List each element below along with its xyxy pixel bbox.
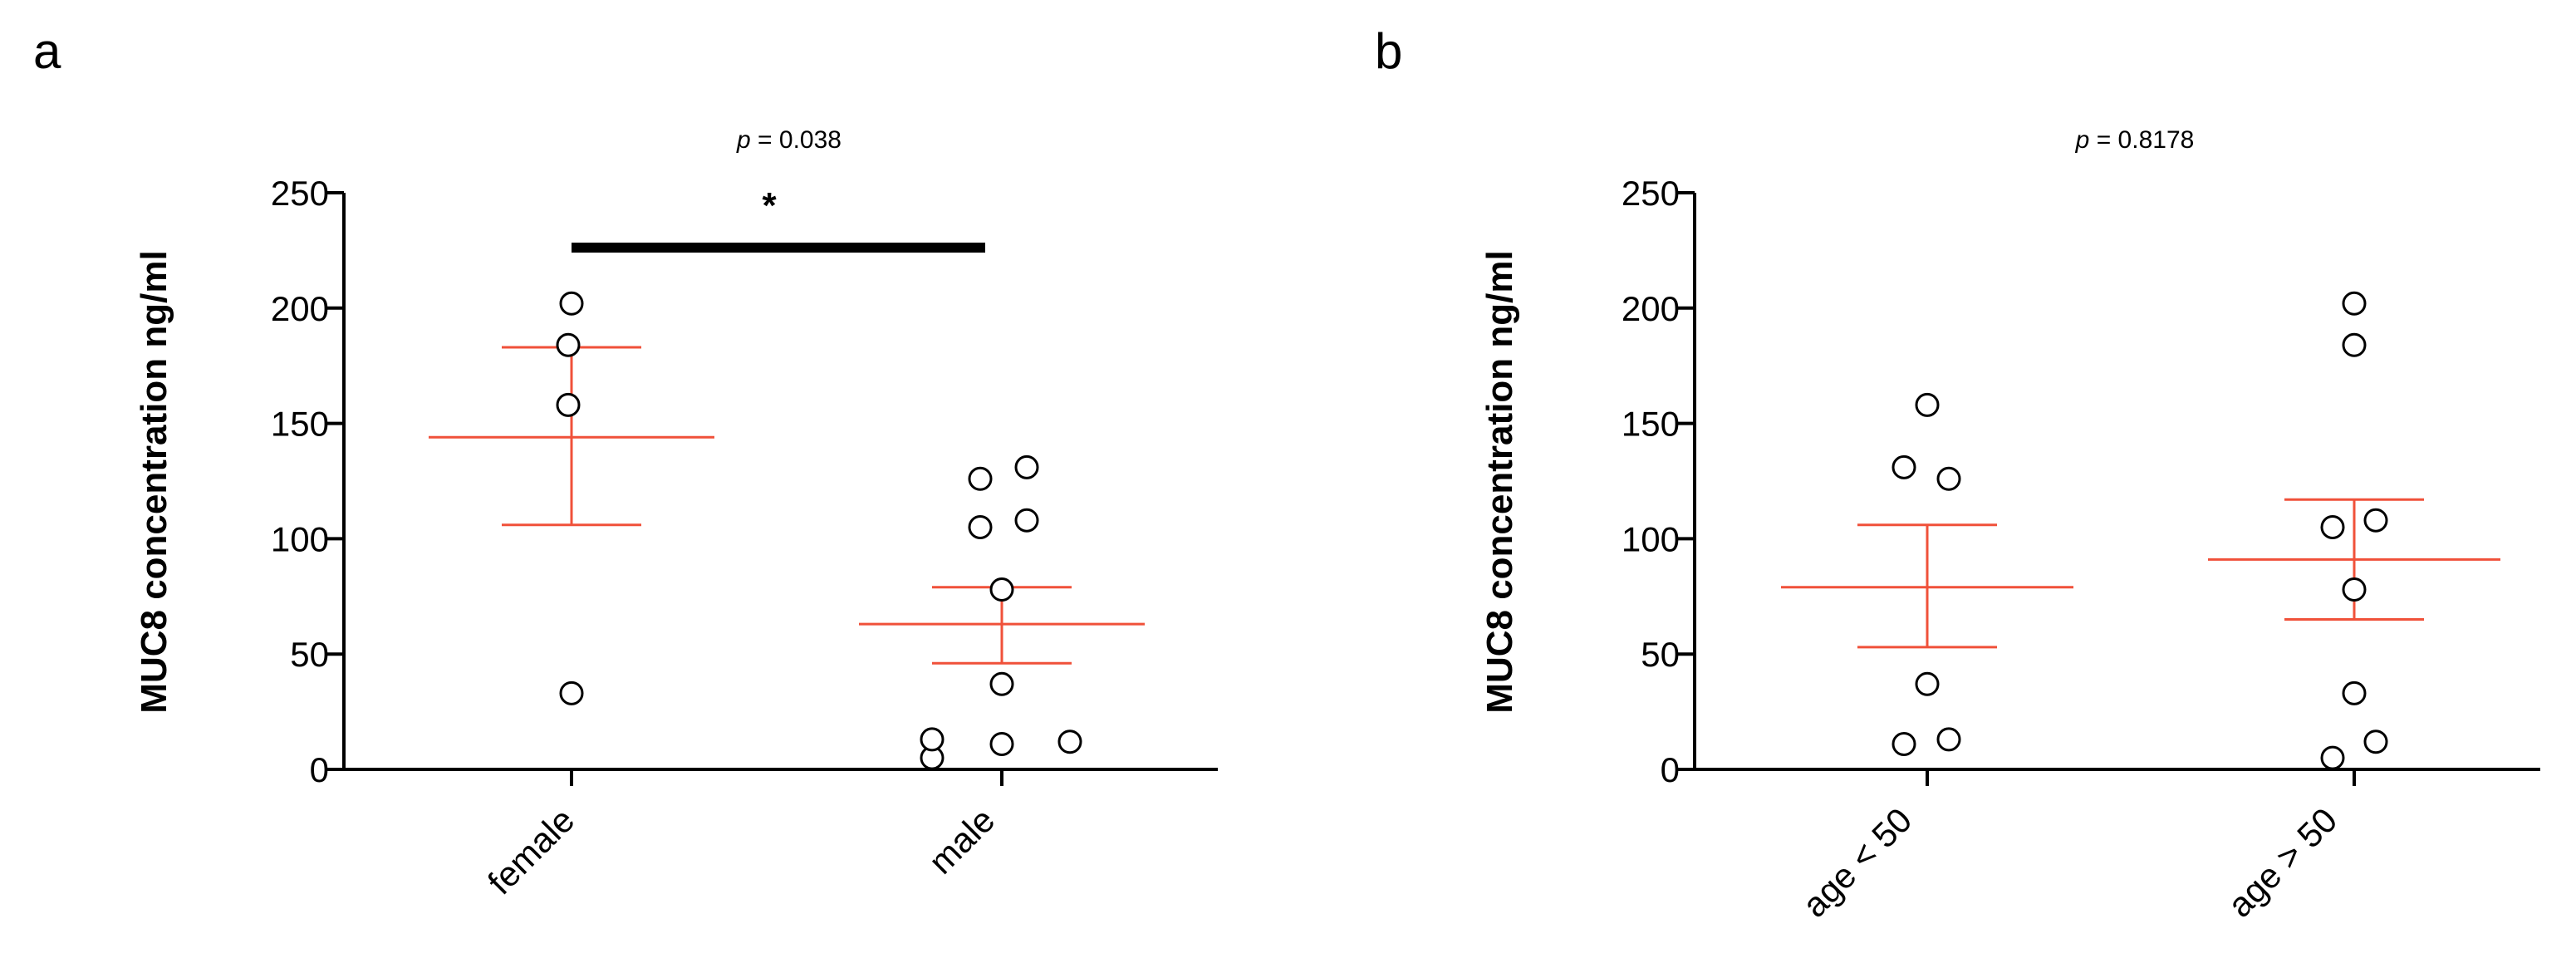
panel-a-category-label-1: female: [480, 800, 581, 902]
panel-b-y-tick-label: 150: [1622, 405, 1680, 444]
panel-a-p-value: p = 0.038: [736, 126, 841, 154]
panel-a-y-tick-label: 100: [271, 519, 329, 558]
panel-a-data-point: [989, 671, 1014, 696]
panel-a-data-point: [556, 332, 581, 357]
panel-a-y-tick-label: 200: [271, 289, 329, 328]
panel-b: b p = 0.8178 MUC8 concentration ng/ml ag…: [1375, 23, 2540, 925]
panel-b-category-label-1: age < 50: [1795, 800, 1920, 925]
panel-a-data-point: [968, 515, 993, 540]
panel-b-letter: b: [1375, 23, 1402, 79]
panel-b-data-point: [2363, 730, 2388, 754]
panel-b-y-axis-label: MUC8 concentration ng/ml: [1479, 250, 1520, 713]
panel-b-data-point: [2342, 680, 2367, 705]
panel-a-plot-area: 0 50 100 150 200 250: [271, 174, 1218, 789]
panel-b-data-point: [1936, 466, 1961, 491]
panel-b-plot-area: 0 50 100 150 200 250: [1622, 174, 2540, 789]
panel-a-data-point: [1014, 454, 1039, 479]
panel-b-category-label-2: age > 50: [2220, 800, 2345, 925]
panel-a-data-point: [1014, 508, 1039, 533]
panel-b-data-point: [1915, 671, 1940, 696]
panel-b-p-value: p = 0.8178: [2075, 126, 2195, 154]
panel-a: a p = 0.038 * MUC8 concentration ng/ml f…: [33, 23, 1218, 902]
panel-a-y-tick-label: 50: [290, 635, 329, 674]
panel-a-data-point: [556, 392, 581, 417]
panel-b-y-tick-label: 0: [1661, 750, 1680, 789]
panel-a-data-point: [989, 731, 1014, 756]
significance-star: *: [762, 185, 777, 226]
panel-a-data-point: [1057, 730, 1082, 754]
panel-a-data-point: [989, 577, 1014, 602]
panel-b-data-point: [2320, 745, 2345, 770]
panel-b-data-point: [2342, 577, 2367, 602]
panel-b-data-point: [2363, 508, 2388, 533]
panel-b-data-point: [1936, 727, 1961, 752]
panel-a-data-point: [920, 727, 945, 752]
panel-a-data-point: [968, 466, 993, 491]
panel-b-y-tick-label: 100: [1622, 519, 1680, 558]
panel-b-data-point: [1892, 731, 1916, 756]
panel-b-data-point: [1915, 392, 1940, 417]
panel-b-data-point: [2342, 291, 2367, 316]
panel-a-data-point: [559, 680, 584, 705]
panel-a-y-tick-label: 0: [310, 750, 329, 789]
panel-a-y-tick-label: 150: [271, 405, 329, 444]
panel-a-letter: a: [33, 23, 61, 79]
panel-b-y-tick-label: 200: [1622, 289, 1680, 328]
panel-b-data-point: [2320, 515, 2345, 540]
panel-a-data-point: [559, 291, 584, 316]
panel-a-category-label-2: male: [921, 800, 1003, 882]
panel-b-data-point: [1892, 454, 1916, 479]
panel-a-y-axis-label: MUC8 concentration ng/ml: [134, 250, 174, 713]
panel-b-y-tick-label: 250: [1622, 174, 1680, 213]
panel-a-y-tick-label: 250: [271, 174, 329, 213]
panel-b-data-point: [2342, 332, 2367, 357]
panel-b-y-tick-label: 50: [1641, 635, 1680, 674]
